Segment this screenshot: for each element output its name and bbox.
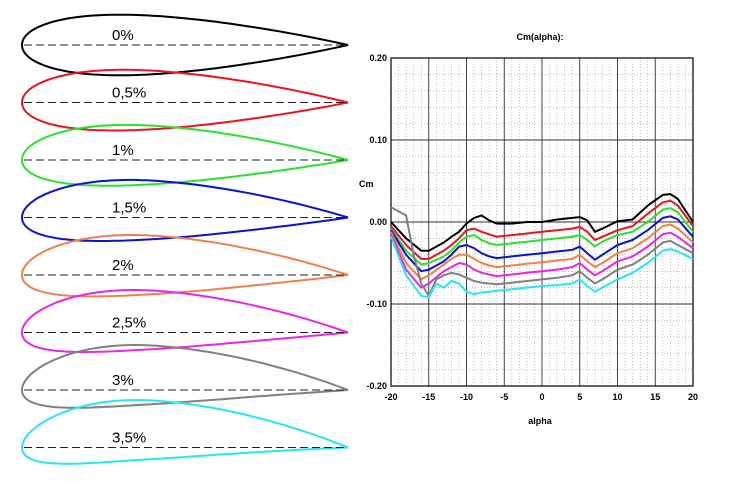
airfoil-label: 2% <box>112 257 134 274</box>
airfoil-label: 0% <box>112 27 134 44</box>
series-line <box>390 206 694 297</box>
airfoil-outline <box>20 123 349 187</box>
x-tick-label: -5 <box>500 392 508 402</box>
airfoil-label: 3% <box>112 372 134 389</box>
series-line <box>390 231 694 289</box>
x-tick-label: 5 <box>577 392 582 402</box>
y-tick-label: -0.10 <box>366 299 387 309</box>
airfoil-label: 0,5% <box>112 85 146 102</box>
chart-title: Cm(alpha): <box>517 32 564 42</box>
airfoil-label: 3,5% <box>112 430 146 447</box>
chart-ticks: -20 -15 -10 -5 0 5 10 15 20 0.20 0.10 0.00 -0.10 -0.2… <box>366 53 698 402</box>
airfoil-outline <box>20 68 349 132</box>
x-tick-label: 10 <box>612 392 622 402</box>
x-axis-label: alpha <box>528 416 553 426</box>
x-tick-label: -10 <box>460 392 473 402</box>
airfoil-profiles: 0% 0,5% 1% 1,5% 2% 2,5% 3% 3,5% <box>20 13 349 465</box>
y-tick-label: 0.20 <box>369 53 387 63</box>
airfoil-outline <box>20 289 349 353</box>
x-tick-label: 15 <box>650 392 660 402</box>
series-line <box>390 193 694 252</box>
series-line <box>390 236 694 299</box>
x-tick-label: 20 <box>688 392 698 402</box>
series-line <box>390 199 694 260</box>
airfoil-outline <box>20 178 349 242</box>
series-line <box>390 223 694 281</box>
airfoil-label: 1% <box>112 142 134 159</box>
y-tick-label: -0.20 <box>366 381 387 391</box>
x-tick-label: 0 <box>539 392 544 402</box>
series-line <box>390 207 694 266</box>
chart-series <box>390 193 694 299</box>
series-line <box>390 215 694 273</box>
y-axis-label: Cm <box>359 179 374 189</box>
airfoil-outline <box>20 13 349 77</box>
airfoil-label: 1,5% <box>112 200 146 217</box>
airfoil-outline <box>20 398 349 465</box>
y-tick-label: 0.10 <box>369 135 387 145</box>
airfoil-outline <box>20 344 349 409</box>
x-tick-label: -15 <box>422 392 435 402</box>
y-tick-label: 0.00 <box>369 217 387 227</box>
x-tick-label: -20 <box>384 392 397 402</box>
cm-alpha-chart: Cm(alpha): Cm alpha -20 -15 -10 -5 0 5 10 15 20 0… <box>359 32 698 426</box>
airfoil-outline <box>20 234 349 298</box>
airfoil-label: 2,5% <box>112 315 146 332</box>
